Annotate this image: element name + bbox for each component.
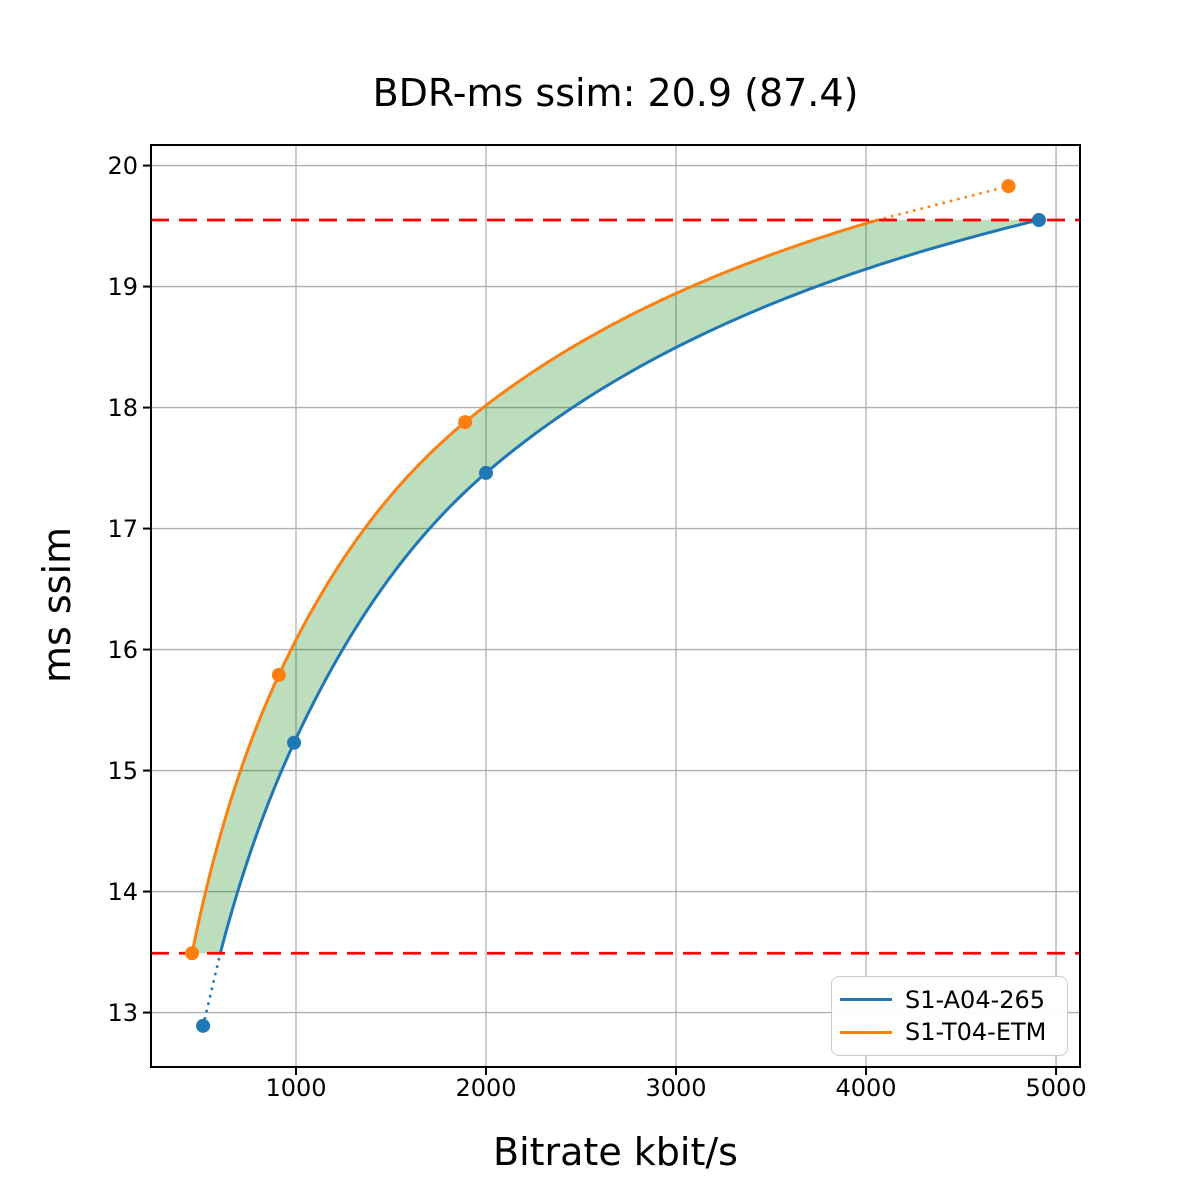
series-1-marker xyxy=(271,667,286,682)
axes-spines xyxy=(150,144,1081,1068)
series-1-marker xyxy=(185,946,200,961)
series-0-marker xyxy=(196,1018,211,1033)
y-tick-label: 15 xyxy=(107,757,138,785)
x-tick-label: 5000 xyxy=(1026,1074,1087,1102)
x-axis-label: Bitrate kbit/s xyxy=(493,1130,738,1174)
legend-label-series-1: S1-T04-ETM xyxy=(905,1018,1047,1047)
series-0-marker xyxy=(287,735,302,750)
legend-line-sample-blue xyxy=(840,998,892,1002)
series-1-marker xyxy=(1001,179,1016,194)
series-curve-1 xyxy=(190,218,879,955)
series-0-marker xyxy=(479,465,493,480)
series-1-marker xyxy=(458,415,473,430)
y-tick-label: 20 xyxy=(107,152,138,180)
y-tick-label: 18 xyxy=(107,394,138,422)
legend-label-series-0: S1-A04-265 xyxy=(905,985,1046,1014)
series-0-marker xyxy=(1031,213,1046,228)
bd-area-fill xyxy=(192,220,1039,954)
y-tick-label: 14 xyxy=(107,878,138,906)
legend: S1-A04-265 S1-T04-ETM xyxy=(831,976,1068,1056)
legend-item-series-1: S1-T04-ETM xyxy=(840,1019,1057,1045)
y-axis-label: ms ssim xyxy=(35,526,79,684)
y-tick-label: 13 xyxy=(107,999,138,1027)
x-tick-label: 4000 xyxy=(836,1074,897,1102)
series-dotted-extension-0 xyxy=(201,951,222,1028)
chart-title: BDR-ms ssim: 20.9 (87.4) xyxy=(372,71,859,115)
y-tick-label: 16 xyxy=(107,636,138,664)
x-tick-label: 1000 xyxy=(265,1074,326,1102)
legend-line-sample-orange xyxy=(840,1030,892,1034)
legend-item-series-0: S1-A04-265 xyxy=(840,987,1057,1013)
y-tick-label: 17 xyxy=(107,515,138,543)
series-dotted-extension-1 xyxy=(876,184,1010,222)
x-tick-label: 3000 xyxy=(645,1074,706,1102)
y-tick-label: 19 xyxy=(107,273,138,301)
series-curve-0 xyxy=(218,218,1041,955)
x-tick-label: 2000 xyxy=(455,1074,516,1102)
